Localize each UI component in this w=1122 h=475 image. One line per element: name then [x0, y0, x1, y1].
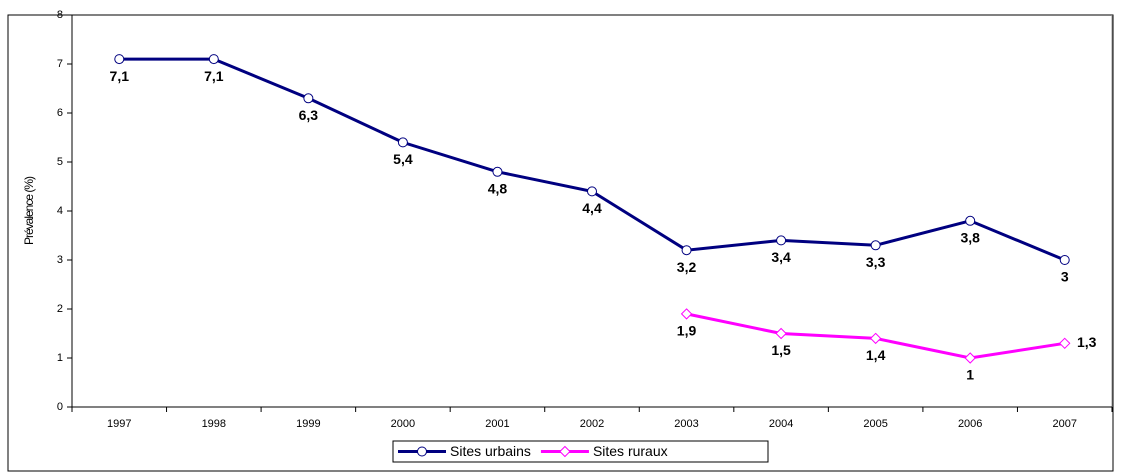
marker [417, 446, 427, 457]
x-tick-label: 2004 [769, 418, 793, 430]
marker [776, 235, 787, 246]
marker [1059, 337, 1071, 350]
y-tick-label: 0 [57, 401, 63, 413]
marker [559, 445, 571, 458]
x-tick-label: 2000 [391, 418, 415, 430]
x-tick-label: 2007 [1052, 418, 1076, 430]
x-tick-label: 2005 [863, 418, 887, 430]
y-tick-label: 4 [57, 205, 63, 217]
x-tick-label: 2006 [958, 418, 982, 430]
data-label: 1,5 [771, 342, 791, 358]
data-label: 1 [966, 367, 974, 383]
x-tick-label: 1999 [296, 418, 320, 430]
y-tick-label: 6 [57, 107, 63, 119]
y-tick-label: 2 [57, 303, 63, 315]
y-tick-label: 5 [57, 156, 63, 168]
data-label: 7,1 [204, 68, 224, 84]
marker [492, 166, 503, 177]
x-tick-label: 2003 [674, 418, 698, 430]
data-label: 3,8 [960, 230, 980, 246]
y-tick-label: 7 [57, 58, 63, 70]
data-label: 4,4 [582, 200, 602, 216]
legend-label: Sites ruraux [593, 443, 668, 459]
y-axis-label: Prévalence (%) [22, 176, 36, 245]
marker [964, 352, 976, 364]
marker [775, 327, 787, 340]
marker [114, 54, 125, 65]
marker [397, 137, 408, 148]
data-label: 1,4 [866, 347, 886, 363]
legend-label: Sites urbains [450, 443, 531, 459]
marker [870, 240, 881, 251]
marker [587, 186, 597, 197]
data-label: 3,2 [677, 259, 697, 275]
marker [208, 54, 219, 65]
x-tick-label: 2001 [485, 418, 509, 430]
y-tick-label: 3 [57, 254, 63, 266]
data-label: 1,9 [677, 323, 697, 339]
x-tick-label: 2002 [580, 418, 604, 430]
marker [869, 332, 882, 345]
data-label: 3 [1061, 269, 1069, 285]
chart-frame [7, 14, 1114, 472]
marker [965, 215, 976, 226]
data-label: 5,4 [393, 151, 413, 167]
x-tick-label: 1997 [107, 418, 131, 430]
y-tick-label: 1 [57, 352, 63, 364]
data-label: 6,3 [299, 107, 319, 123]
marker [681, 245, 692, 256]
data-label: 1,3 [1077, 334, 1097, 350]
data-label: 3,4 [771, 249, 791, 265]
x-tick-label: 1998 [202, 418, 226, 430]
marker [303, 93, 314, 104]
marker [680, 308, 693, 320]
marker [1059, 255, 1070, 265]
data-label: 3,3 [866, 254, 886, 270]
legend: Sites urbains Sites ruraux [392, 440, 769, 463]
data-label: 7,1 [110, 68, 130, 84]
data-label: 4,8 [488, 181, 508, 197]
series-line [119, 57, 1066, 262]
y-tick-label: 8 [57, 9, 63, 21]
